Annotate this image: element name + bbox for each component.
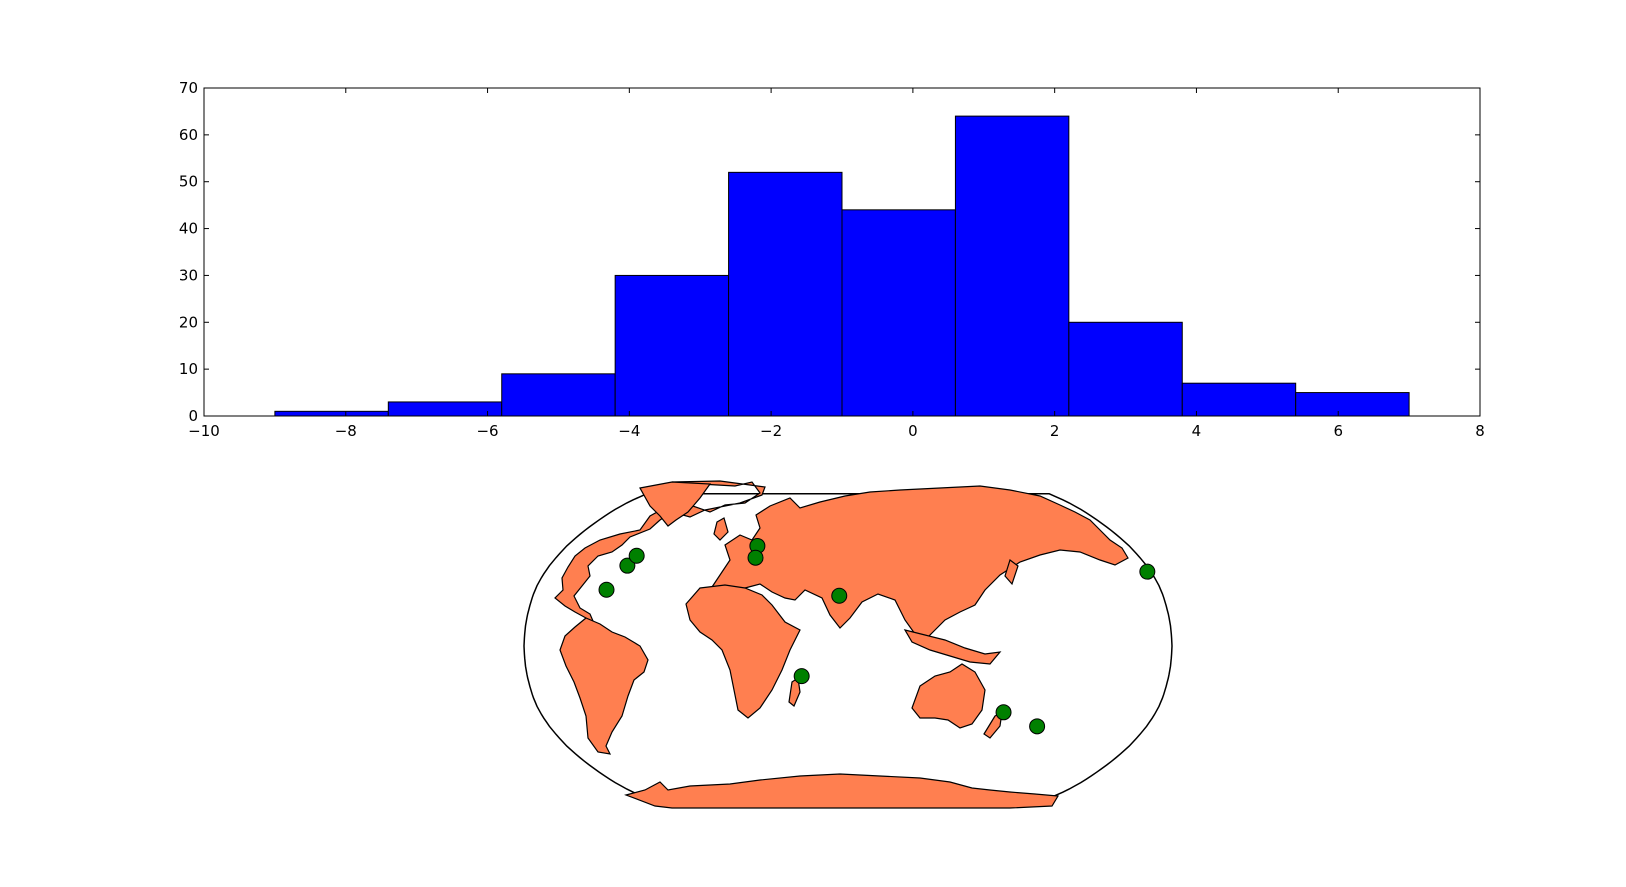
map-marker xyxy=(599,582,614,597)
histogram-bar xyxy=(615,275,728,416)
histogram-bar xyxy=(1069,322,1182,416)
histogram-bar xyxy=(842,210,955,416)
map-marker xyxy=(748,550,763,565)
histogram-bar xyxy=(275,411,388,416)
x-tick-label: 4 xyxy=(1192,422,1202,440)
x-tick-label: 0 xyxy=(908,422,918,440)
y-tick-label: 60 xyxy=(179,126,198,144)
y-tick-label: 10 xyxy=(179,360,198,378)
map-marker xyxy=(629,548,644,563)
map-marker xyxy=(832,588,847,603)
y-tick-label: 70 xyxy=(179,79,198,97)
y-tick-label: 40 xyxy=(179,220,198,238)
histogram-bar xyxy=(955,116,1068,416)
y-tick-label: 50 xyxy=(179,173,198,191)
y-tick-label: 0 xyxy=(188,407,198,425)
x-tick-label: 8 xyxy=(1475,422,1485,440)
histogram-bar xyxy=(729,172,842,416)
x-tick-label: 6 xyxy=(1333,422,1343,440)
histogram-bar xyxy=(1182,383,1295,416)
histogram-bar xyxy=(1296,393,1409,416)
histogram-bar xyxy=(388,402,501,416)
y-tick-label: 30 xyxy=(179,266,198,284)
x-tick-label: 2 xyxy=(1050,422,1060,440)
map-marker xyxy=(794,669,809,684)
y-tick-label: 20 xyxy=(179,313,198,331)
map-marker xyxy=(1140,564,1155,579)
map-marker xyxy=(996,705,1011,720)
histogram-bar xyxy=(502,374,615,416)
x-tick-label: −4 xyxy=(618,422,640,440)
x-tick-label: −8 xyxy=(335,422,357,440)
world-map xyxy=(524,481,1172,808)
x-tick-label: −6 xyxy=(476,422,498,440)
x-tick-label: −2 xyxy=(760,422,782,440)
map-marker xyxy=(1030,719,1045,734)
